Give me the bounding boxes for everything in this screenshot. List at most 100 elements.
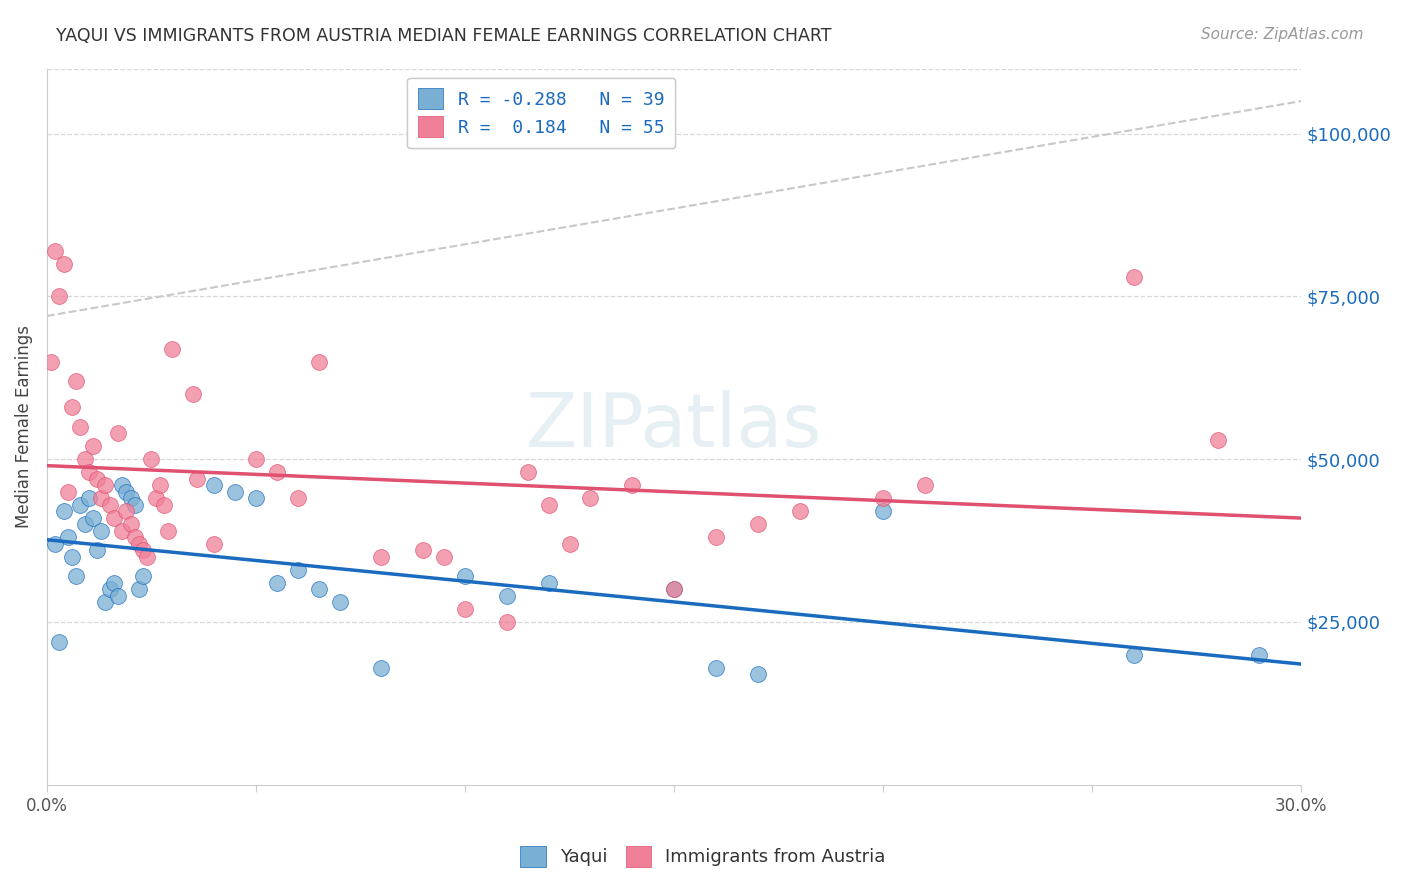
- Point: [103, 510, 125, 524]
- Point: [120, 491, 142, 506]
- Point: [73, 517, 96, 532]
- Point: [153, 498, 176, 512]
- Point: [1123, 269, 1146, 284]
- Point: [128, 582, 150, 597]
- Point: [704, 530, 727, 544]
- Point: [454, 602, 477, 616]
- Point: [537, 498, 560, 512]
- Point: [90, 524, 112, 538]
- Point: [308, 354, 330, 368]
- Point: [48, 634, 70, 648]
- Point: [60, 549, 83, 564]
- Point: [77, 465, 100, 479]
- Point: [747, 517, 769, 532]
- Point: [86, 472, 108, 486]
- Y-axis label: Median Female Earnings: Median Female Earnings: [15, 326, 32, 528]
- Point: [60, 400, 83, 414]
- Point: [1206, 433, 1229, 447]
- Point: [287, 491, 309, 506]
- Point: [111, 524, 134, 538]
- Point: [516, 465, 538, 479]
- Point: [186, 472, 208, 486]
- Text: ZIPatlas: ZIPatlas: [526, 390, 823, 463]
- Point: [94, 478, 117, 492]
- Point: [111, 478, 134, 492]
- Point: [149, 478, 172, 492]
- Point: [245, 452, 267, 467]
- Point: [115, 484, 138, 499]
- Point: [132, 543, 155, 558]
- Point: [98, 582, 121, 597]
- Point: [662, 582, 685, 597]
- Point: [789, 504, 811, 518]
- Point: [69, 498, 91, 512]
- Point: [433, 549, 456, 564]
- Point: [872, 504, 894, 518]
- Point: [412, 543, 434, 558]
- Point: [370, 660, 392, 674]
- Point: [495, 589, 517, 603]
- Point: [537, 575, 560, 590]
- Point: [558, 537, 581, 551]
- Point: [90, 491, 112, 506]
- Point: [103, 575, 125, 590]
- Point: [202, 537, 225, 551]
- Point: [132, 569, 155, 583]
- Point: [56, 530, 79, 544]
- Point: [65, 569, 87, 583]
- Text: Source: ZipAtlas.com: Source: ZipAtlas.com: [1201, 27, 1364, 42]
- Legend: Yaqui, Immigrants from Austria: Yaqui, Immigrants from Austria: [513, 838, 893, 874]
- Point: [872, 491, 894, 506]
- Point: [98, 498, 121, 512]
- Point: [44, 244, 66, 258]
- Point: [115, 504, 138, 518]
- Point: [56, 484, 79, 499]
- Point: [39, 354, 62, 368]
- Point: [86, 543, 108, 558]
- Point: [128, 537, 150, 551]
- Point: [107, 589, 129, 603]
- Legend: R = -0.288   N = 39, R =  0.184   N = 55: R = -0.288 N = 39, R = 0.184 N = 55: [408, 78, 675, 148]
- Point: [287, 563, 309, 577]
- Point: [73, 452, 96, 467]
- Point: [329, 595, 352, 609]
- Point: [77, 491, 100, 506]
- Point: [141, 452, 163, 467]
- Point: [48, 289, 70, 303]
- Point: [1123, 648, 1146, 662]
- Point: [69, 419, 91, 434]
- Point: [266, 575, 288, 590]
- Point: [124, 498, 146, 512]
- Point: [157, 524, 180, 538]
- Point: [266, 465, 288, 479]
- Point: [82, 510, 104, 524]
- Point: [120, 517, 142, 532]
- Point: [136, 549, 159, 564]
- Point: [94, 595, 117, 609]
- Point: [747, 667, 769, 681]
- Point: [181, 387, 204, 401]
- Point: [202, 478, 225, 492]
- Point: [914, 478, 936, 492]
- Point: [245, 491, 267, 506]
- Point: [82, 439, 104, 453]
- Point: [107, 426, 129, 441]
- Text: YAQUI VS IMMIGRANTS FROM AUSTRIA MEDIAN FEMALE EARNINGS CORRELATION CHART: YAQUI VS IMMIGRANTS FROM AUSTRIA MEDIAN …: [56, 27, 832, 45]
- Point: [65, 374, 87, 388]
- Point: [124, 530, 146, 544]
- Point: [1249, 648, 1271, 662]
- Point: [662, 582, 685, 597]
- Point: [308, 582, 330, 597]
- Point: [370, 549, 392, 564]
- Point: [704, 660, 727, 674]
- Point: [44, 537, 66, 551]
- Point: [52, 257, 75, 271]
- Point: [52, 504, 75, 518]
- Point: [145, 491, 167, 506]
- Point: [162, 342, 184, 356]
- Point: [495, 615, 517, 629]
- Point: [224, 484, 246, 499]
- Point: [454, 569, 477, 583]
- Point: [579, 491, 602, 506]
- Point: [621, 478, 644, 492]
